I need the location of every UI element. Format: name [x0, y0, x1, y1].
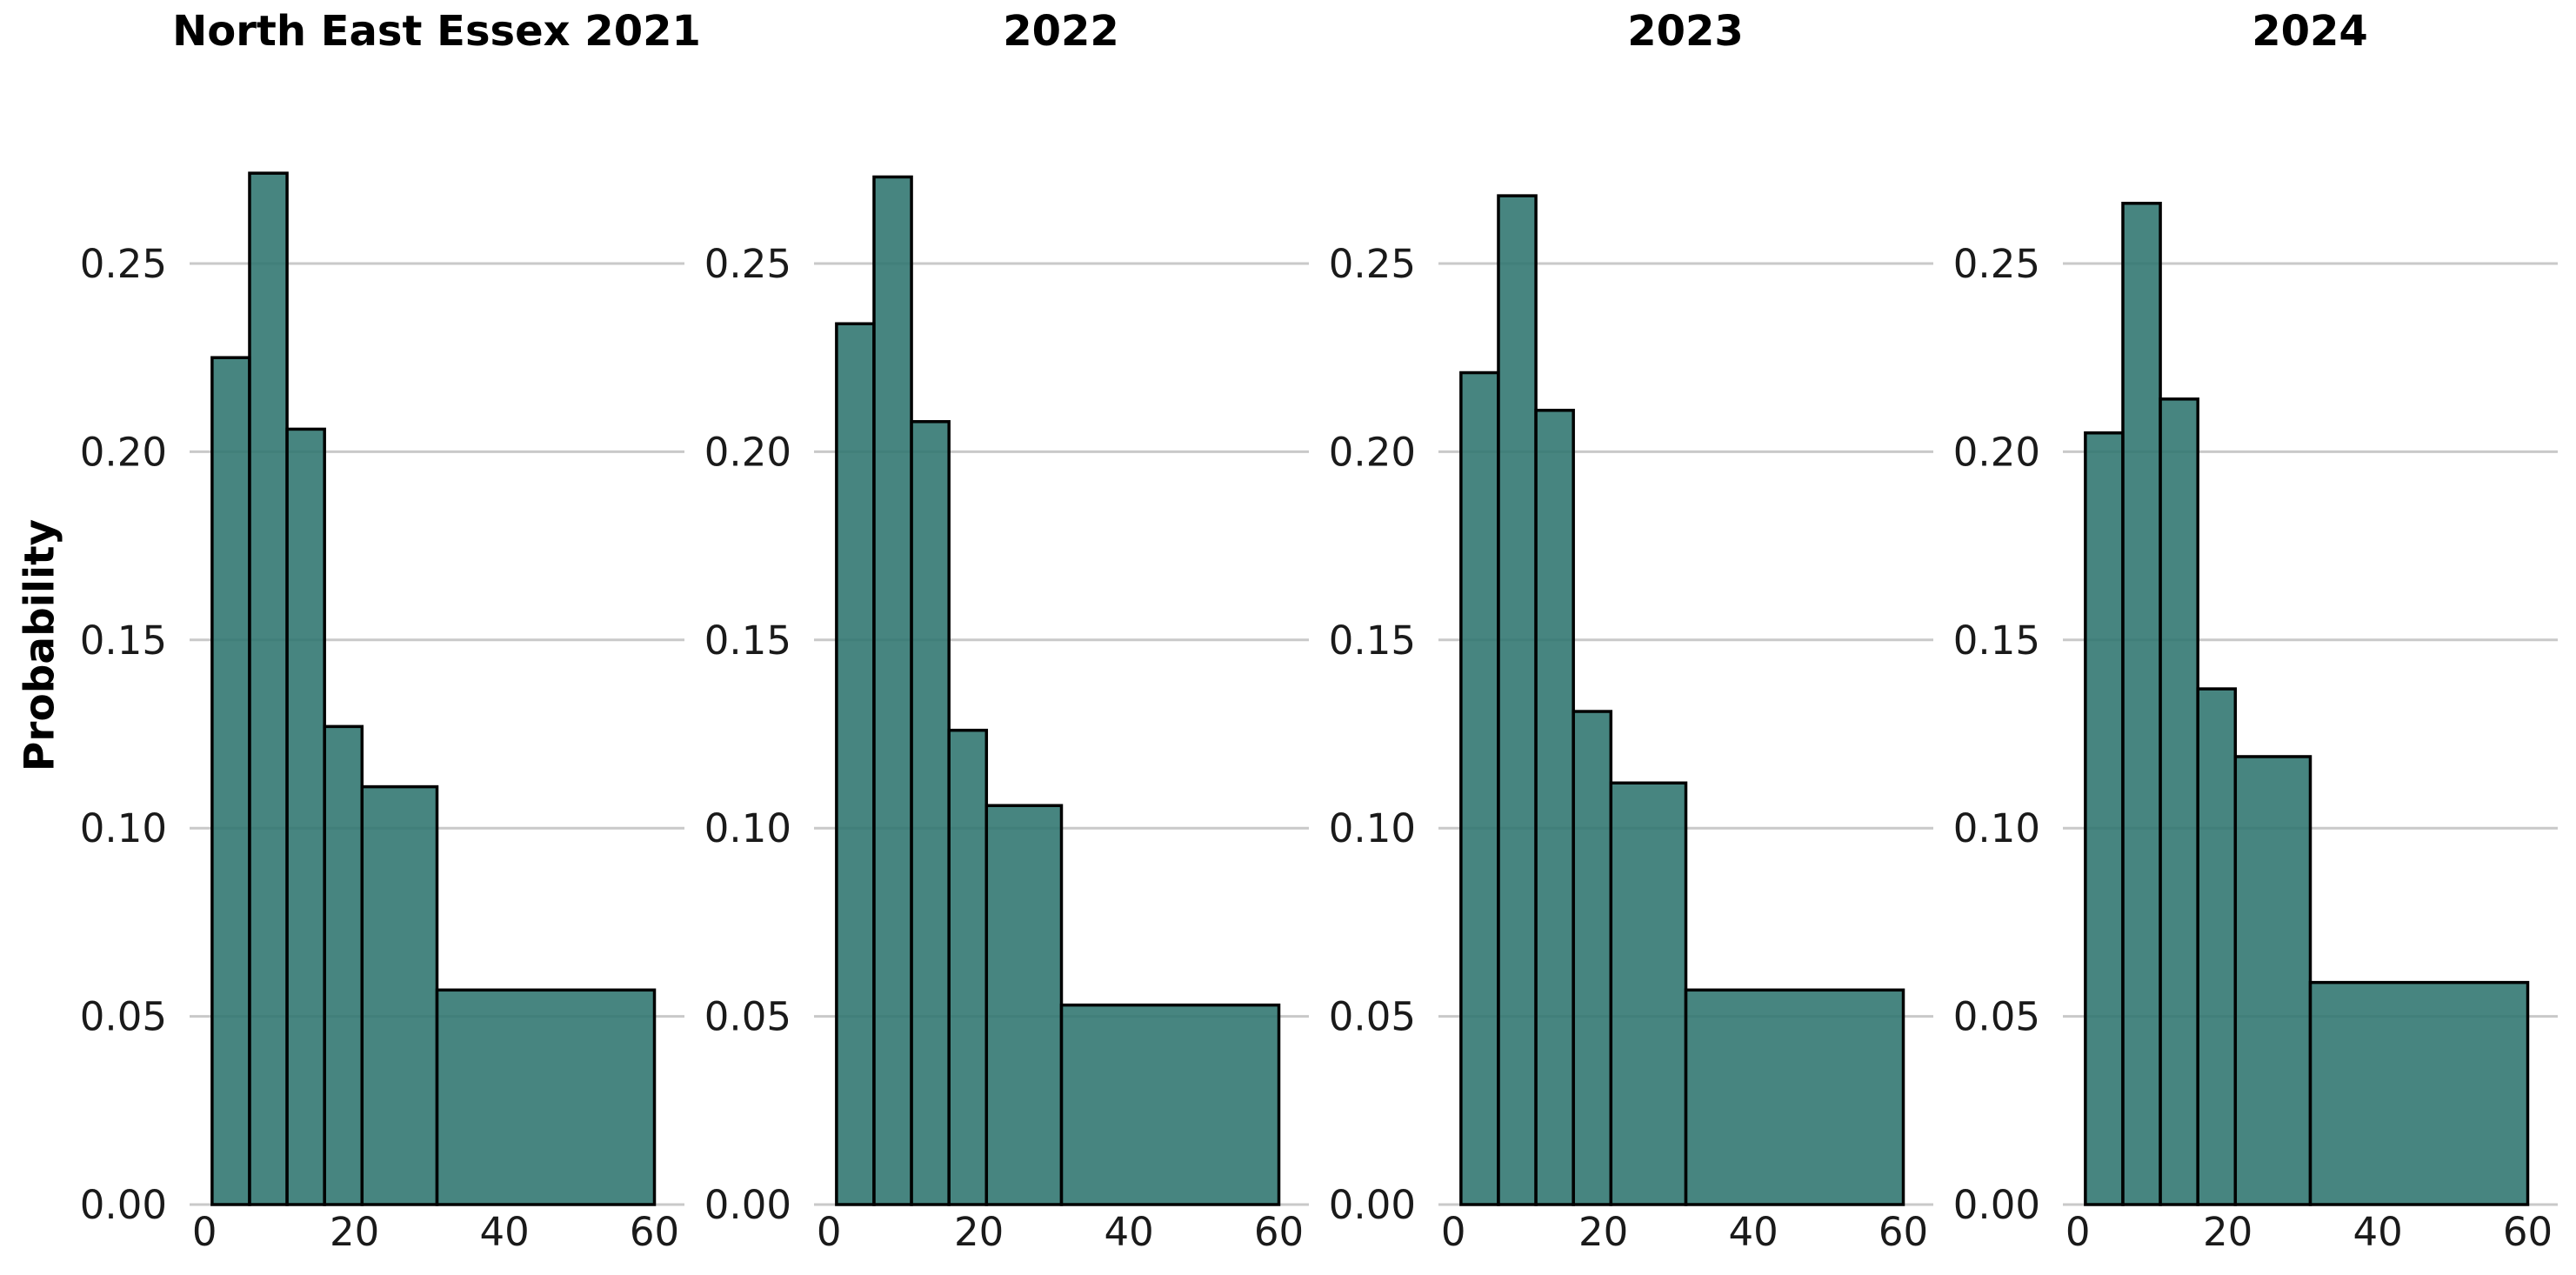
x-tick-label: 40 — [1104, 1209, 1153, 1255]
histogram-bar — [1059, 1003, 1281, 1206]
y-tick-label: 0.10 — [80, 805, 167, 851]
histogram-bar — [947, 728, 989, 1206]
y-tick-label: 0.20 — [1953, 429, 2040, 475]
x-tick-label: 40 — [479, 1209, 529, 1255]
x-tick-label: 60 — [2503, 1209, 2553, 1255]
y-tick-label: 0.15 — [80, 617, 167, 664]
y-tick-label: 0.20 — [1329, 429, 1416, 475]
chart-title-2021: North East Essex 2021 — [172, 7, 701, 56]
histogram-bar — [2233, 755, 2312, 1206]
chart-title-2024: 2024 — [2252, 7, 2368, 56]
y-tick-label: 0.10 — [1953, 805, 2040, 851]
histogram-bar — [210, 356, 251, 1206]
histogram-bar — [1534, 409, 1575, 1206]
y-tick-label: 0.05 — [1953, 994, 2040, 1040]
y-tick-label: 0.15 — [1953, 617, 2040, 664]
histogram-bar — [2084, 431, 2125, 1206]
histogram-bar — [984, 804, 1064, 1206]
y-tick-label: 0.00 — [1329, 1182, 1416, 1228]
y-tick-label: 0.15 — [704, 617, 791, 664]
y-tick-label: 0.25 — [1953, 241, 2040, 287]
histogram-panel: 0 20 40 60 0.00 0.05 0.10 0.15 0.20 0.25 — [80, 171, 684, 1255]
x-tick-label: 20 — [1578, 1209, 1628, 1255]
histogram-bar — [1609, 781, 1688, 1206]
histogram-bar — [285, 427, 326, 1206]
y-tick-label: 0.15 — [1329, 617, 1416, 664]
x-tick-label: 0 — [1441, 1209, 1466, 1255]
x-tick-label: 20 — [954, 1209, 1004, 1255]
chart-title-2022: 2022 — [1003, 7, 1119, 56]
y-tick-label: 0.00 — [1953, 1182, 2040, 1228]
histogram-panel: 0 20 40 60 0.00 0.05 0.10 0.15 0.20 0.25 — [1329, 194, 1933, 1255]
histogram-bar — [1497, 194, 1538, 1206]
histogram-bar — [2308, 980, 2530, 1206]
y-tick-label: 0.20 — [704, 429, 791, 475]
histogram-bar — [872, 175, 913, 1206]
histogram-bar — [248, 171, 289, 1206]
y-tick-label: 0.20 — [80, 429, 167, 475]
x-tick-label: 0 — [817, 1209, 842, 1255]
histogram-bar — [835, 322, 876, 1206]
y-tick-label: 0.25 — [704, 241, 791, 287]
y-tick-label: 0.05 — [704, 994, 791, 1040]
x-tick-label: 0 — [2065, 1209, 2091, 1255]
histogram-panel: 0 20 40 60 0.00 0.05 0.10 0.15 0.20 0.25 — [1953, 202, 2558, 1255]
x-tick-label: 20 — [330, 1209, 379, 1255]
histogram-bar — [2121, 202, 2162, 1206]
histogram-bar — [1459, 370, 1500, 1206]
x-tick-label: 60 — [1254, 1209, 1304, 1255]
y-tick-label: 0.10 — [1329, 805, 1416, 851]
x-tick-label: 60 — [630, 1209, 679, 1255]
x-tick-label: 20 — [2203, 1209, 2252, 1255]
x-tick-label: 40 — [2352, 1209, 2402, 1255]
x-tick-label: 40 — [1728, 1209, 1778, 1255]
x-tick-label: 0 — [192, 1209, 217, 1255]
histogram-bar — [360, 784, 439, 1206]
y-tick-label: 0.00 — [704, 1182, 791, 1228]
y-tick-label: 0.05 — [80, 994, 167, 1040]
histogram-bar — [1572, 710, 1613, 1206]
histogram-bar — [1684, 988, 1905, 1206]
histogram-bar — [910, 420, 951, 1206]
y-tick-label: 0.00 — [80, 1182, 167, 1228]
y-axis-title: Probability — [16, 518, 64, 772]
histogram-bar — [2196, 687, 2238, 1206]
y-tick-label: 0.05 — [1329, 994, 1416, 1040]
histogram-bar — [435, 988, 657, 1206]
histogram-panel: 0 20 40 60 0.00 0.05 0.10 0.15 0.20 0.25 — [704, 175, 1309, 1255]
x-tick-label: 60 — [1879, 1209, 1928, 1255]
y-tick-label: 0.25 — [1329, 241, 1416, 287]
y-tick-label: 0.25 — [80, 241, 167, 287]
y-tick-label: 0.10 — [704, 805, 791, 851]
histogram-bar — [323, 724, 364, 1206]
chart-title-2023: 2023 — [1627, 7, 1744, 56]
histogram-bar — [2159, 397, 2199, 1206]
